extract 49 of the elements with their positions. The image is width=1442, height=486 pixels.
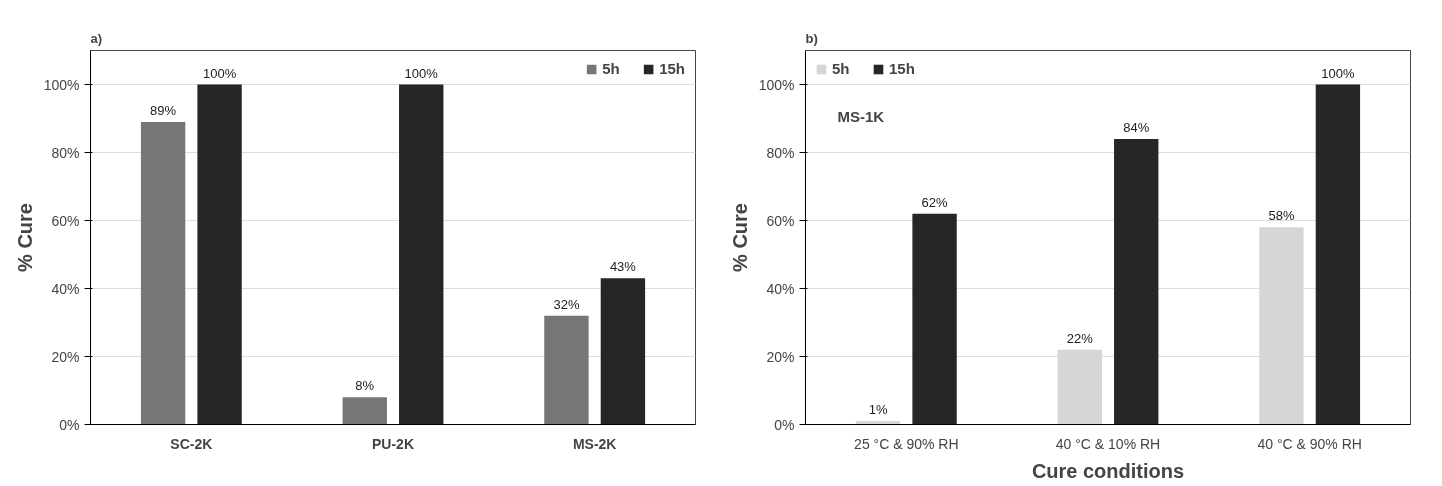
- data-label: 62%: [921, 194, 949, 210]
- bar: [1114, 138, 1159, 425]
- y-tick-label: 40%: [766, 280, 795, 297]
- bar: [600, 278, 646, 425]
- y-tick-label: 20%: [51, 348, 80, 365]
- x-tick-label: SC-2K: [170, 435, 213, 452]
- data-label: 43%: [609, 259, 637, 275]
- bar: [399, 84, 444, 425]
- y-tick-label: 40%: [51, 280, 80, 297]
- y-tick-label: 60%: [766, 212, 795, 229]
- data-label: 100%: [202, 65, 237, 81]
- x-axis-title: Cure conditions: [1031, 459, 1185, 482]
- bar: [544, 315, 589, 425]
- y-tick-label: 100%: [43, 76, 80, 93]
- bar: [912, 213, 957, 425]
- x-tick-label: 25 °C & 90% RH: [854, 435, 959, 452]
- data-label: 100%: [1321, 65, 1355, 81]
- y-tick-label: 80%: [51, 144, 80, 161]
- bar: [1315, 84, 1361, 425]
- y-tick-label: 60%: [51, 212, 80, 229]
- data-label: 1%: [868, 402, 888, 418]
- y-tick-label: 100%: [758, 76, 795, 93]
- x-tick-label: 40 °C & 90% RH: [1257, 435, 1362, 452]
- y-axis-title: % Cure: [13, 203, 36, 272]
- y-tick-label: 20%: [766, 348, 795, 365]
- data-label: 89%: [150, 102, 177, 118]
- data-label: 100%: [404, 65, 439, 81]
- data-label: 32%: [553, 296, 580, 312]
- y-axis-title: % Cure: [728, 203, 751, 272]
- bar: [140, 121, 186, 425]
- x-tick-label: MS-2K: [572, 435, 617, 452]
- data-label: 58%: [1268, 208, 1295, 224]
- legend-label: 5h: [602, 60, 621, 77]
- chart-title: b): [805, 30, 818, 46]
- annotation: MS-1K: [837, 107, 885, 125]
- data-label: 8%: [355, 378, 375, 394]
- legend-label: 5h: [832, 60, 851, 77]
- data-label: 22%: [1066, 330, 1094, 346]
- bar: [197, 84, 242, 425]
- y-tick-label: 0%: [59, 416, 80, 433]
- chart-title: a): [90, 30, 103, 46]
- bar: [342, 397, 387, 425]
- legend-label: 15h: [889, 60, 915, 77]
- legend-label: 15h: [659, 60, 685, 77]
- x-tick-label: PU-2K: [372, 435, 415, 452]
- data-label: 84%: [1123, 119, 1150, 135]
- y-tick-label: 0%: [774, 416, 795, 433]
- x-tick-label: 40 °C & 10% RH: [1055, 435, 1161, 452]
- y-tick-label: 80%: [766, 144, 795, 161]
